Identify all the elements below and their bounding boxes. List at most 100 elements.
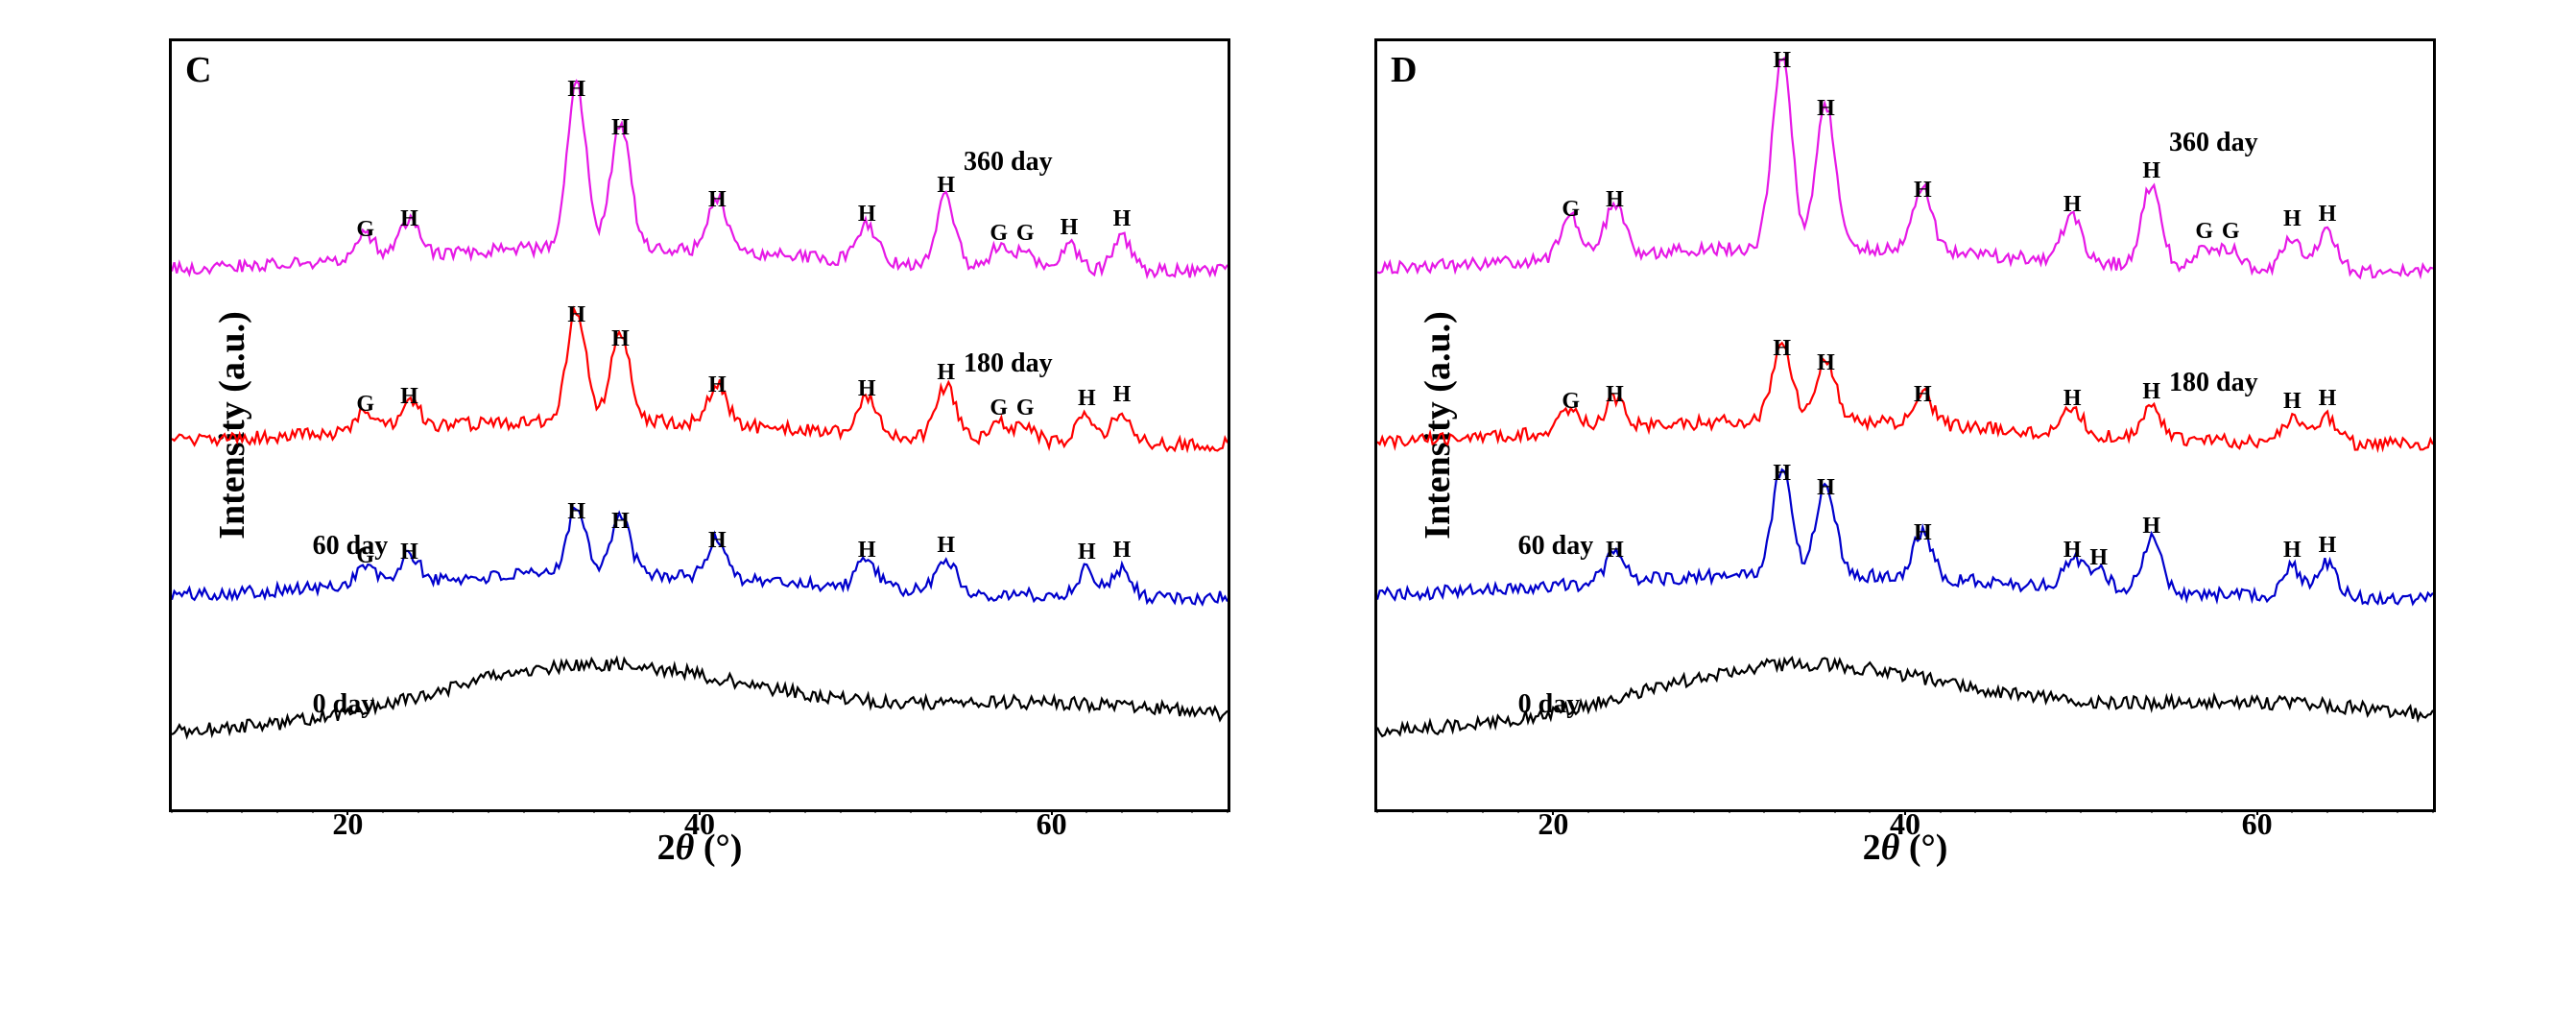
x-tick-minor xyxy=(1764,809,1765,813)
x-tick-minor xyxy=(417,809,418,813)
peak-label: H xyxy=(400,206,418,232)
x-tick-minor xyxy=(1192,809,1193,813)
x-tick-minor xyxy=(1975,809,1976,813)
x-tick-minor xyxy=(1870,809,1871,813)
peak-label: H xyxy=(1606,382,1624,408)
x-tick-minor xyxy=(277,809,278,813)
peak-label: G xyxy=(356,392,374,418)
series-label-day0: 0 day xyxy=(313,689,375,720)
peak-label: H xyxy=(2319,386,2337,412)
series-day360 xyxy=(1377,59,2433,277)
x-tick-label: 20 xyxy=(332,806,363,842)
peak-label: H xyxy=(858,538,876,564)
peak-label: H xyxy=(937,533,955,559)
peak-label: H xyxy=(2283,389,2302,415)
peak-label: G xyxy=(1562,389,1580,415)
peak-label: H xyxy=(1606,187,1624,213)
x-tick-minor xyxy=(770,809,771,813)
series-label-day360: 360 day xyxy=(964,147,1053,178)
x-tick-minor xyxy=(1122,809,1123,813)
peak-label: H xyxy=(708,372,727,398)
x-tick-minor xyxy=(911,809,912,813)
peak-label: H xyxy=(2063,386,2082,412)
series-label-day60: 60 day xyxy=(313,531,389,562)
x-tick-minor xyxy=(1412,809,1413,813)
x-tick-minor xyxy=(664,809,665,813)
panel-D: DIntensity (a.u.)2θ (°)2040600 day60 day… xyxy=(1374,38,2436,812)
peak-label: G xyxy=(990,396,1008,421)
peak-label: H xyxy=(1078,386,1096,412)
x-tick-minor xyxy=(2011,809,2012,813)
panel-C: CIntensity (a.u.)2θ (°)2040600 day60 day… xyxy=(169,38,1230,812)
peak-label: H xyxy=(708,528,727,554)
peak-label: H xyxy=(2142,379,2160,405)
peak-label: H xyxy=(2142,158,2160,184)
series-label-day60: 60 day xyxy=(1518,531,1594,562)
x-tick-minor xyxy=(981,809,982,813)
x-tick-label: 40 xyxy=(684,806,715,842)
peak-label: G xyxy=(990,221,1008,247)
x-tick-minor xyxy=(2151,809,2152,813)
peak-label: H xyxy=(1113,382,1132,408)
x-tick-minor xyxy=(945,809,946,813)
x-tick-minor xyxy=(734,809,735,813)
x-tick-minor xyxy=(1447,809,1448,813)
peak-label: H xyxy=(2283,538,2302,564)
x-tick-minor xyxy=(242,809,243,813)
peak-label: H xyxy=(937,360,955,386)
x-tick-minor xyxy=(875,809,876,813)
x-tick-minor xyxy=(2397,809,2398,813)
x-tick-minor xyxy=(383,809,384,813)
peak-label: H xyxy=(1773,461,1791,487)
x-tick-minor xyxy=(805,809,806,813)
peak-label: H xyxy=(611,509,630,535)
x-tick-minor xyxy=(1588,809,1589,813)
peak-label: H xyxy=(567,302,585,328)
series-day360 xyxy=(172,81,1228,277)
peak-label: H xyxy=(567,77,585,103)
series-label-day180: 180 day xyxy=(2169,368,2258,398)
peak-label: H xyxy=(2063,538,2082,564)
peak-label: H xyxy=(708,187,727,213)
x-tick-label: 40 xyxy=(1890,806,1920,842)
peak-label: H xyxy=(937,173,955,199)
x-tick-minor xyxy=(206,809,207,813)
x-tick-minor xyxy=(523,809,524,813)
peak-label: H xyxy=(400,540,418,565)
peak-label: H xyxy=(1113,206,1132,232)
peak-label: H xyxy=(1606,538,1624,564)
peak-label: H xyxy=(2283,206,2302,232)
peak-label: G xyxy=(2222,219,2240,245)
series-label-day0: 0 day xyxy=(1518,689,1581,720)
peak-label: H xyxy=(1817,475,1835,501)
peak-label: H xyxy=(400,384,418,410)
peak-label: G xyxy=(356,543,374,569)
x-tick-minor xyxy=(1658,809,1659,813)
peak-label: H xyxy=(2319,533,2337,559)
peak-label: H xyxy=(1113,538,1132,564)
x-tick-label: 60 xyxy=(2242,806,2273,842)
peak-label: G xyxy=(1016,396,1035,421)
x-tick-minor xyxy=(1940,809,1941,813)
peak-label: H xyxy=(1773,48,1791,74)
x-tick-minor xyxy=(172,809,173,813)
x-tick-label: 60 xyxy=(1037,806,1067,842)
peak-label: H xyxy=(2089,545,2108,571)
x-tick-minor xyxy=(1694,809,1695,813)
peak-label: H xyxy=(1078,540,1096,565)
peak-label: H xyxy=(1817,96,1835,122)
peak-label: H xyxy=(2319,202,2337,228)
peak-label: H xyxy=(2142,514,2160,540)
x-tick-label: 20 xyxy=(1538,806,1568,842)
x-tick-minor xyxy=(1517,809,1518,813)
x-tick-minor xyxy=(1377,809,1378,813)
x-tick-minor xyxy=(1016,809,1017,813)
peak-label: H xyxy=(611,326,630,352)
x-tick-minor xyxy=(840,809,841,813)
x-tick-minor xyxy=(1800,809,1801,813)
x-tick-minor xyxy=(594,809,595,813)
x-tick-minor xyxy=(2222,809,2223,813)
peak-label: G xyxy=(1562,197,1580,223)
series-label-day360: 360 day xyxy=(2169,128,2258,158)
peak-label: G xyxy=(356,217,374,243)
